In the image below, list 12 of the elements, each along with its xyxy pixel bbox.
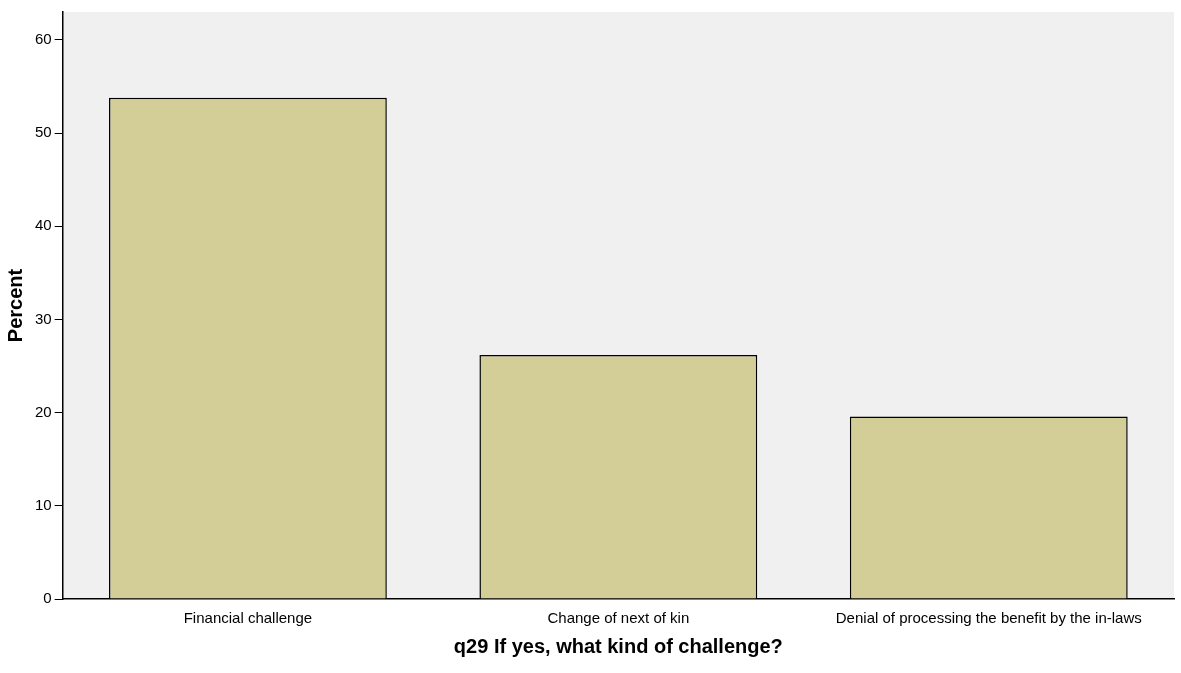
y-tick-label: 50 [35, 123, 52, 141]
x-tick-label: Denial of processing the benefit by the in-laws [835, 609, 1142, 627]
y-tick-label: 0 [43, 589, 52, 607]
y-tick-label: 60 [35, 30, 52, 48]
y-tick-label: 20 [35, 402, 52, 420]
y-axis-title: Percent [3, 268, 26, 343]
y-tick-label: 40 [35, 216, 52, 234]
x-axis-title: q29 If yes, what kind of challenge? [453, 634, 783, 657]
x-tick-label: Financial challenge [183, 609, 313, 627]
x-tick-label: Change of next of kin [547, 609, 690, 627]
y-tick-label: 30 [35, 309, 52, 327]
y-tick-label: 10 [35, 495, 52, 513]
